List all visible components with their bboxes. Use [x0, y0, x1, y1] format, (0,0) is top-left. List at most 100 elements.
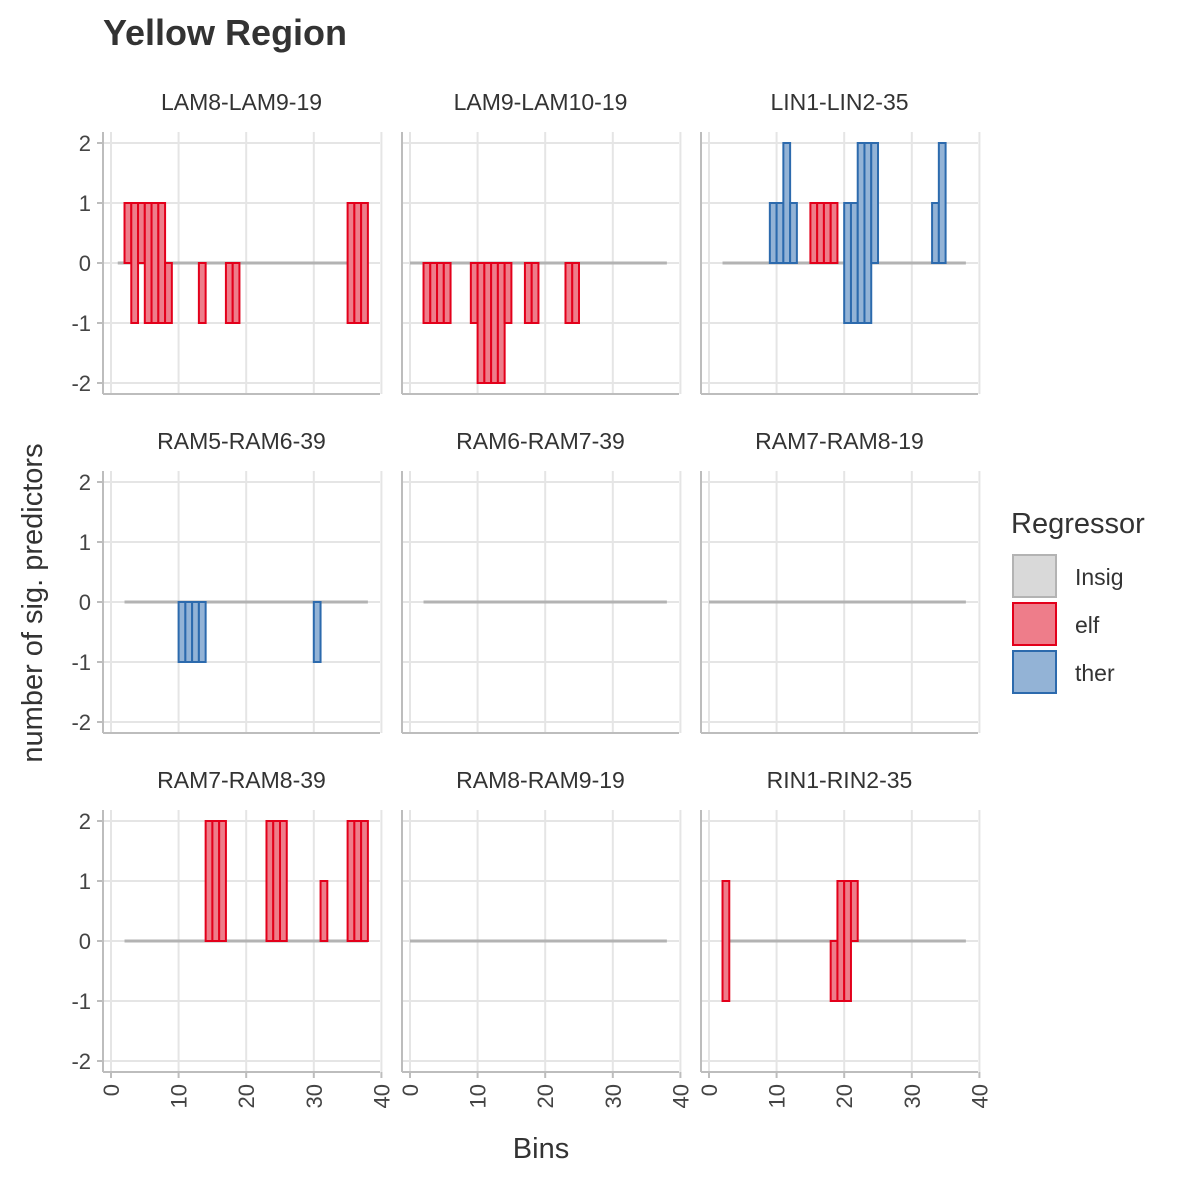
x-tick-label: 10	[765, 1084, 790, 1108]
bar-elf	[490, 262, 499, 384]
bar-elf	[829, 202, 839, 264]
bar-elf	[137, 202, 146, 264]
legend-key-insig	[1012, 554, 1057, 598]
x-axis-title: Bins	[513, 1133, 569, 1165]
bar-ther	[856, 142, 866, 324]
y-axis-title: number of sig. predictors	[17, 443, 49, 762]
bar-elf	[346, 820, 356, 942]
x-tick-label: 20	[832, 1084, 857, 1108]
bar-elf	[843, 880, 852, 1002]
y-tick-label: -1	[71, 650, 91, 675]
y-tick-label: 0	[79, 251, 91, 276]
y-tick-label: -2	[71, 371, 91, 396]
y-tick-label: -2	[71, 710, 91, 735]
facet-panel: RAM8-RAM9-19 0 10 20 30 40	[398, 767, 693, 1108]
bar-ther	[870, 142, 879, 264]
bar-elf	[530, 262, 540, 324]
bar-elf	[476, 262, 486, 384]
facet-panel: RAM5-RAM6-39 2 1 0 -1 -2	[71, 428, 383, 735]
bar-elf	[721, 880, 731, 1002]
bar-ther	[789, 202, 798, 264]
legend-label: elf	[1075, 612, 1100, 638]
bar-elf	[197, 262, 207, 324]
bar-elf	[360, 820, 369, 942]
y-tick-label: 1	[79, 530, 91, 555]
bar-elf	[483, 262, 493, 384]
bar-elf	[429, 262, 439, 324]
bar-elf	[157, 202, 167, 324]
y-tick-label: 1	[79, 191, 91, 216]
bar-elf	[571, 262, 580, 324]
bar-ther	[937, 142, 947, 264]
facet-panel: RAM7-RAM8-19	[700, 428, 981, 734]
x-tick-label: 10	[466, 1084, 491, 1108]
bar-ther	[849, 202, 859, 324]
y-tick-label: -1	[71, 989, 91, 1014]
facet-panel: LAM9-LAM10-19	[401, 89, 682, 395]
x-tick-label: 0	[398, 1084, 423, 1096]
bar-elf	[816, 202, 825, 264]
bar-elf	[849, 880, 859, 942]
legend-key-ther	[1012, 650, 1057, 694]
bar-elf	[829, 940, 839, 1002]
x-tick-label: 20	[234, 1084, 259, 1108]
legend-key-elf	[1012, 602, 1057, 646]
bar-ther	[197, 601, 207, 663]
y-tick-label: 2	[79, 470, 91, 495]
bar-elf	[224, 262, 234, 324]
bar-ther	[775, 202, 785, 264]
facet-label: RIN1-RIN2-35	[767, 767, 913, 793]
bar-elf	[211, 820, 221, 942]
x-tick-label: 20	[533, 1084, 558, 1108]
bar-elf	[164, 262, 173, 324]
bar-elf	[272, 820, 281, 942]
facet-label: RAM7-RAM8-39	[157, 767, 326, 793]
x-tick-label: 40	[369, 1084, 394, 1108]
facet-panel: RAM6-RAM7-39	[401, 428, 682, 734]
x-tick-label: 30	[601, 1084, 626, 1108]
bar-elf	[523, 262, 533, 324]
bar-elf	[353, 820, 363, 942]
bar-elf	[265, 820, 275, 942]
bar-elf	[319, 880, 329, 942]
x-tick-label: 10	[167, 1084, 192, 1108]
facet-panel: LAM8-LAM9-19 2 1 0 -1 -2	[71, 89, 383, 396]
bar-ther	[843, 202, 852, 324]
bar-elf	[218, 820, 227, 942]
y-tick-label: -2	[71, 1049, 91, 1074]
y-tick-label: 0	[79, 929, 91, 954]
bar-elf	[143, 202, 153, 324]
legend: Regressor Insig elf ther	[1011, 508, 1145, 694]
bar-elf	[822, 202, 832, 264]
bar-elf	[836, 880, 846, 1002]
bar-ther	[184, 601, 194, 663]
bar-elf	[442, 262, 452, 324]
bar-ther	[768, 202, 778, 264]
bar-elf	[469, 262, 479, 324]
bar-elf	[231, 262, 241, 324]
x-tick-label: 40	[967, 1084, 992, 1108]
x-tick-label: 40	[668, 1084, 693, 1108]
y-tick-label: 2	[79, 809, 91, 834]
bar-ther	[863, 142, 873, 324]
bar-ther	[312, 601, 322, 663]
bar-elf	[503, 262, 513, 324]
facet-label: LAM8-LAM9-19	[161, 89, 322, 115]
bar-elf	[360, 202, 369, 324]
bar-ther	[177, 601, 187, 663]
facet-label: LAM9-LAM10-19	[454, 89, 628, 115]
bar-ther	[782, 142, 792, 264]
facet-panel: LIN1-LIN2-35	[700, 89, 981, 395]
x-tick-label: 0	[697, 1084, 722, 1096]
y-tick-label: 0	[79, 590, 91, 615]
bar-elf	[422, 262, 432, 324]
bar-ther	[191, 601, 200, 663]
y-tick-label: -1	[71, 311, 91, 336]
facet-panel: RIN1-RIN2-35 0 10 20 30 40	[697, 767, 992, 1108]
bar-elf	[123, 202, 133, 264]
y-tick-label: 2	[79, 131, 91, 156]
bar-elf	[436, 262, 445, 324]
facet-label: RAM6-RAM7-39	[456, 428, 625, 454]
